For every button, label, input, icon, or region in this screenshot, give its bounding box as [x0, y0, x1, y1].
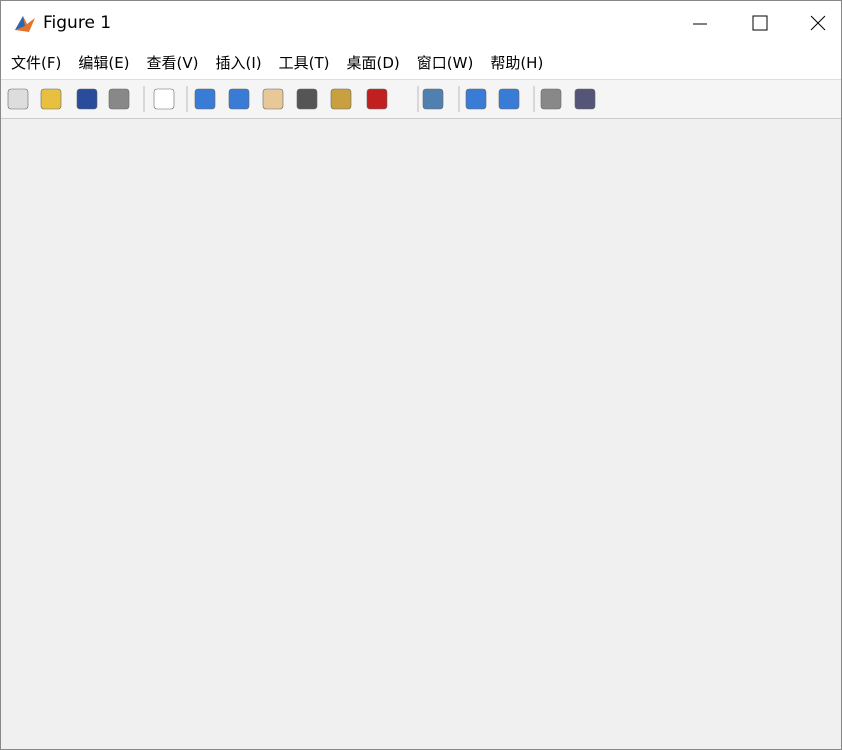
toolbar-button[interactable]	[194, 88, 216, 110]
window-controls	[693, 15, 826, 31]
toolbar-button[interactable]	[228, 88, 250, 110]
maximize-button[interactable]	[752, 15, 768, 31]
menu-item[interactable]: 窗口(W)	[416, 54, 474, 72]
toolbar-button[interactable]	[7, 88, 29, 110]
menu-item[interactable]: 桌面(D)	[346, 54, 400, 72]
menu-item[interactable]: 文件(F)	[11, 54, 62, 72]
toolbar-icons	[7, 86, 596, 112]
toolbar-button[interactable]	[76, 88, 98, 110]
menu-item[interactable]: 查看(V)	[146, 54, 199, 72]
close-button[interactable]	[810, 15, 826, 31]
toolbar-button[interactable]	[498, 88, 520, 110]
toolbar-button[interactable]	[153, 88, 175, 110]
menu-item[interactable]: 帮助(H)	[490, 54, 544, 72]
chart: -2024681000.20.40.60.811.21.41.61.82信号：合…	[1, 119, 841, 749]
toolbar	[1, 79, 841, 119]
toolbar-button[interactable]	[540, 88, 562, 110]
toolbar-button[interactable]	[366, 88, 388, 110]
toolbar-button[interactable]	[262, 88, 284, 110]
menu-bar: 文件(F) 编辑(E) 查看(V) 插入(I) 工具(T) 桌面(D) 窗口(W) 帮助(H)	[1, 46, 841, 79]
menu-item[interactable]: 插入(I)	[215, 54, 262, 72]
toolbar-button[interactable]	[330, 88, 352, 110]
toolbar-button[interactable]	[422, 88, 444, 110]
toolbar-button[interactable]	[574, 88, 596, 110]
toolbar-button[interactable]	[296, 88, 318, 110]
toolbar-button[interactable]	[108, 88, 130, 110]
menu-item[interactable]: 工具(T)	[278, 54, 330, 72]
menu-item[interactable]: 编辑(E)	[78, 54, 130, 72]
toolbar-button[interactable]	[40, 88, 62, 110]
title-bar: Figure 1	[1, 1, 841, 46]
app-icon	[15, 16, 35, 32]
toolbar-button[interactable]	[465, 88, 487, 110]
window-title: Figure 1	[43, 13, 112, 33]
